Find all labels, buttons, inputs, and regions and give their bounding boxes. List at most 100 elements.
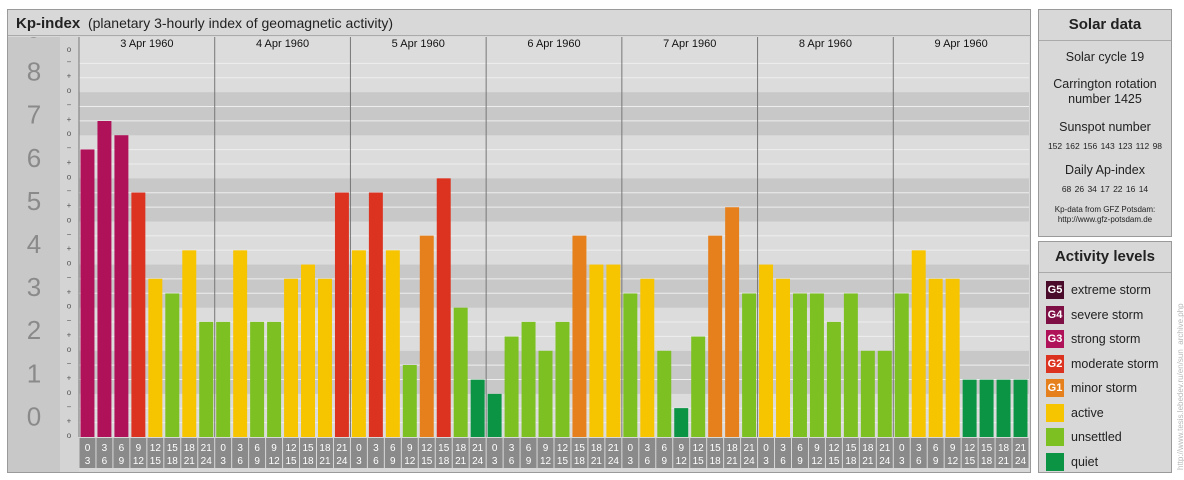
hour-start-label: 6 [254, 443, 260, 454]
kp-bar [165, 293, 180, 437]
legend-item: G5 extreme storm [1039, 278, 1171, 303]
y-tick-label: 8 [27, 57, 41, 87]
hour-box [215, 438, 232, 468]
legend-swatch [1046, 428, 1064, 447]
data-credit: Kp-data from GFZ Potsdam: http://www.gfz… [1039, 205, 1171, 225]
hour-end-label: 3 [628, 456, 634, 467]
hour-start-label: 3 [237, 443, 243, 454]
legend-swatch [1046, 452, 1064, 471]
hour-end-label: 6 [102, 456, 108, 467]
day-label: 9 Apr 1960 [935, 38, 988, 50]
hour-end-label: 21 [184, 456, 196, 467]
hour-end-label: 3 [899, 456, 905, 467]
hour-start-label: 15 [167, 443, 179, 454]
hour-end-label: 15 [421, 456, 433, 467]
hour-end-label: 24 [744, 456, 756, 467]
y-tick-label: 1 [27, 358, 41, 388]
hour-box [588, 438, 605, 468]
hour-start-label: 21 [1015, 443, 1027, 454]
activity-levels-panel: Activity levels G5 extreme storm G4 severe … [1038, 241, 1172, 473]
hour-start-label: 0 [492, 443, 498, 454]
hour-start-label: 0 [85, 443, 91, 454]
legend-item: G4 severe storm [1039, 303, 1171, 328]
legend-item: G1 minor storm [1039, 376, 1171, 401]
hour-start-label: 9 [678, 443, 684, 454]
kp-bar [572, 235, 587, 437]
legend-swatch: G4 [1046, 305, 1064, 324]
hour-end-label: 18 [302, 456, 314, 467]
hour-end-label: 18 [574, 456, 586, 467]
minor-tick-mark: o [67, 302, 72, 311]
hour-box [961, 438, 978, 468]
y-tick-label: 6 [27, 143, 41, 173]
minor-tick-mark: o [67, 45, 72, 54]
hour-end-label: 15 [557, 456, 569, 467]
legend-swatch: G2 [1046, 354, 1064, 373]
hour-start-label: 6 [661, 443, 667, 454]
kp-bar [708, 235, 723, 437]
hour-start-label: 9 [136, 443, 142, 454]
hour-end-label: 6 [645, 456, 651, 467]
hour-box [605, 438, 622, 468]
minor-tick-mark: o [67, 345, 72, 354]
hour-box [164, 438, 181, 468]
day-label: 8 Apr 1960 [799, 38, 852, 50]
kp-bar [657, 350, 672, 437]
day-label: 6 Apr 1960 [527, 38, 580, 50]
ap-index-values: 68 26 34 17 22 16 14 [1061, 184, 1149, 194]
credit-link[interactable]: http://www.gfz-potsdam.de [1057, 215, 1153, 224]
legend-label: unsettled [1071, 430, 1122, 445]
kp-bar [402, 365, 417, 437]
hour-start-label: 15 [302, 443, 314, 454]
hour-start-label: 18 [455, 443, 467, 454]
hour-start-label: 3 [780, 443, 786, 454]
kp-bar [640, 278, 655, 437]
hour-box [401, 438, 418, 468]
hour-end-label: 15 [285, 456, 297, 467]
legend-item: G3 strong storm [1039, 327, 1171, 352]
hour-box [944, 438, 961, 468]
hour-box [266, 438, 283, 468]
kp-band [79, 49, 1029, 93]
minor-tick-mark: o [67, 86, 72, 95]
minor-tick-mark: + [67, 158, 72, 167]
minor-tick-mark: − [67, 402, 72, 411]
kp-bar [419, 235, 434, 437]
minor-tick-mark: o [67, 388, 72, 397]
carrington-rotation: Carrington rotation number 1425 [1039, 77, 1171, 107]
kp-band [79, 264, 1029, 308]
kp-bar-chart: 0123456789o+−o+−o+−o+−o+−o+−o+−o+−o+−o3 … [8, 37, 1029, 472]
kp-bar [538, 350, 553, 437]
kp-bar [182, 250, 197, 437]
hour-box [927, 438, 944, 468]
kp-chart-panel: Kp-index (planetary 3-hourly index of ge… [7, 9, 1031, 473]
day-label: 4 Apr 1960 [256, 38, 309, 50]
hour-box [741, 438, 758, 468]
hour-box [79, 438, 96, 468]
y-tick-label: 7 [27, 100, 41, 130]
hour-box [842, 438, 859, 468]
hour-end-label: 6 [373, 456, 379, 467]
hour-start-label: 18 [591, 443, 603, 454]
hour-start-label: 12 [421, 443, 433, 454]
kp-bar [1013, 379, 1028, 437]
hour-box [367, 438, 384, 468]
chart-title-bar: Kp-index (planetary 3-hourly index of ge… [8, 10, 1030, 36]
hour-start-label: 6 [526, 443, 532, 454]
hour-box [656, 438, 673, 468]
legend-label: quiet [1071, 454, 1099, 469]
hour-box [859, 438, 876, 468]
hour-start-label: 6 [390, 443, 396, 454]
kp-bar [996, 379, 1011, 437]
hour-box [384, 438, 401, 468]
kp-bar [131, 192, 146, 437]
hour-end-label: 24 [201, 456, 213, 467]
chart-title: Kp-index [16, 15, 81, 32]
hour-box [232, 438, 249, 468]
kp-bar [793, 293, 807, 437]
hour-end-label: 24 [879, 456, 891, 467]
hour-box [673, 438, 690, 468]
hour-start-label: 9 [543, 443, 549, 454]
kp-bar [606, 264, 621, 437]
hour-box [249, 438, 266, 468]
